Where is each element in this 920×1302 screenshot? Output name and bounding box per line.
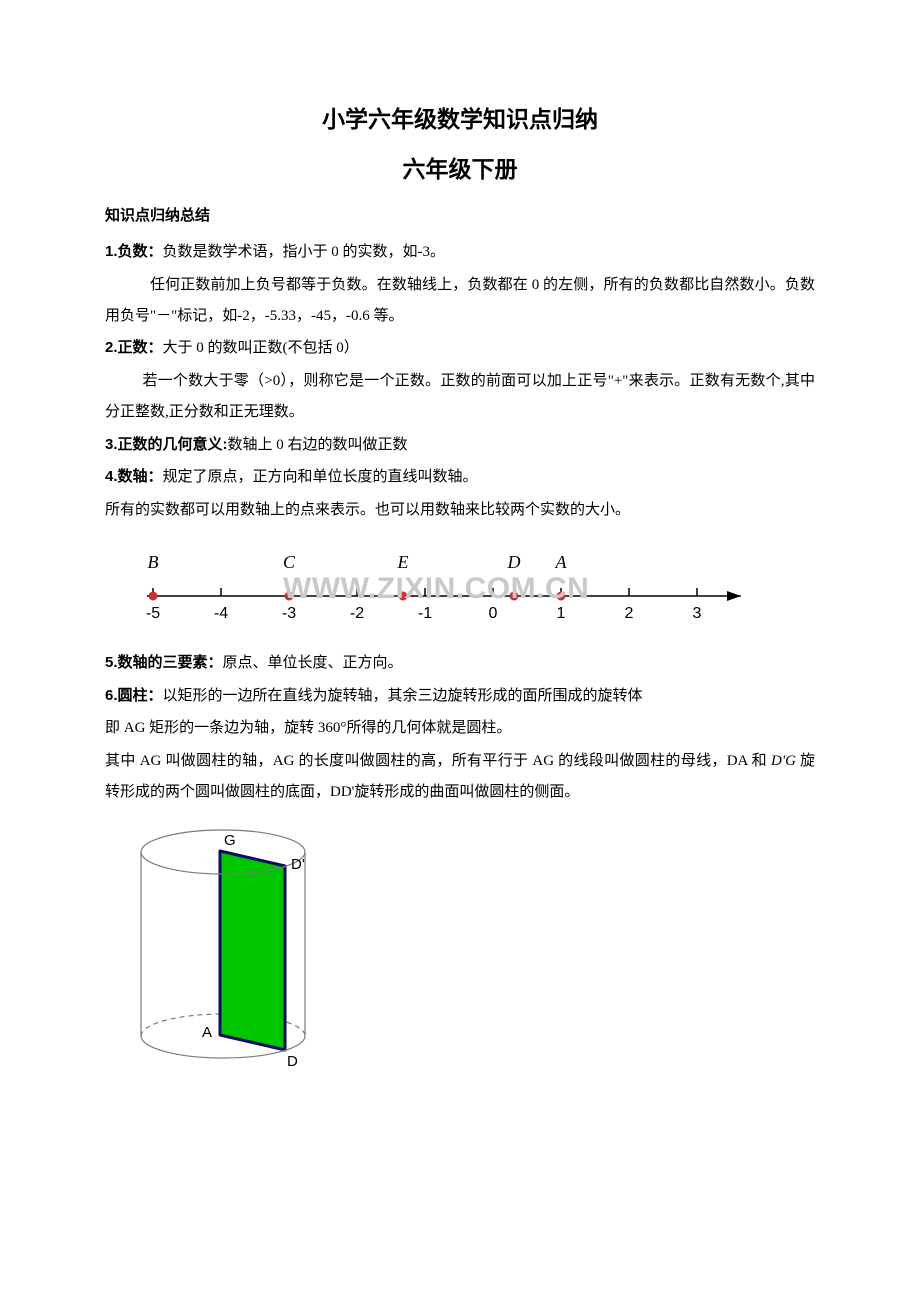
item-3-body: 数轴上 0 右边的数叫做正数: [228, 437, 408, 453]
svg-text:A: A: [555, 552, 568, 572]
numberline-svg: -5 -4 -3 -2 -1 0 1 2 3 B C E D A: [123, 540, 763, 630]
item-2-line2: 若一个数大于零（>0），则称它是一个正数。正数的前面可以加上正号"+"来表示。正…: [105, 366, 815, 428]
item-6-line2: 即 AG 矩形的一条边为轴，旋转 360°所得的几何体就是圆柱。: [105, 713, 815, 744]
item-2-line1: 2.正数：大于 0 的数叫正数(不包括 0）: [105, 333, 815, 364]
item-5-lead: 5.数轴的三要素：: [105, 654, 223, 671]
svg-text:1: 1: [557, 605, 566, 622]
svg-text:-1: -1: [418, 605, 432, 622]
numberline-figure: -5-4-3-2-10123BCEDA WWW.ZIXIN.COM.CN: [123, 540, 815, 630]
title-main: 小学六年级数学知识点归纳: [105, 100, 815, 134]
item-6-line3a: 其中 AG 叫做圆柱的轴，AG 的长度叫做圆柱的高，所有平行于 AG 的线段叫做…: [105, 753, 771, 769]
cylinder-svg: G D' A D: [123, 818, 333, 1078]
svg-text:0: 0: [489, 605, 498, 622]
item-4-body: 规定了原点，正方向和单位长度的直线叫数轴。: [163, 469, 478, 485]
item-1-line2: 任何正数前加上负号都等于负数。在数轴线上，负数都在 0 的左侧，所有的负数都比自…: [105, 270, 815, 332]
svg-text:2: 2: [625, 605, 634, 622]
svg-text:-3: -3: [282, 605, 296, 622]
item-2-lead: 2.正数：: [105, 339, 163, 356]
svg-text:-2: -2: [350, 605, 364, 622]
svg-text:3: 3: [693, 605, 702, 622]
item-6-line1: 6.圆柱：以矩形的一边所在直线为旋转轴，其余三边旋转形成的面所围成的旋转体: [105, 681, 815, 712]
item-6-line3: 其中 AG 叫做圆柱的轴，AG 的长度叫做圆柱的高，所有平行于 AG 的线段叫做…: [105, 746, 815, 808]
item-6-line3-italic: D'G: [771, 753, 800, 769]
svg-text:G: G: [224, 832, 236, 849]
item-4-line2: 所有的实数都可以用数轴上的点来表示。也可以用数轴来比较两个实数的大小。: [105, 495, 815, 526]
svg-text:B: B: [148, 552, 159, 572]
item-1-line1: 1.负数：负数是数学术语，指小于 0 的实数，如-3。: [105, 237, 815, 268]
svg-text:C: C: [283, 552, 296, 572]
svg-text:E: E: [397, 552, 409, 572]
item-4-lead: 4.数轴：: [105, 468, 163, 485]
svg-text:-4: -4: [214, 605, 228, 622]
svg-text:D': D': [291, 856, 305, 873]
item-2-body: 大于 0 的数叫正数(不包括 0）: [163, 340, 359, 356]
item-5: 5.数轴的三要素：原点、单位长度、正方向。: [105, 648, 815, 679]
item-6-body: 以矩形的一边所在直线为旋转轴，其余三边旋转形成的面所围成的旋转体: [163, 688, 643, 704]
cylinder-figure: G D' A D: [123, 818, 815, 1083]
item-3-lead: 3.正数的几何意义:: [105, 436, 228, 453]
svg-text:D: D: [507, 552, 521, 572]
item-1-body: 负数是数学术语，指小于 0 的实数，如-3。: [163, 244, 446, 260]
item-3: 3.正数的几何意义:数轴上 0 右边的数叫做正数: [105, 430, 815, 461]
page-root: 小学六年级数学知识点归纳 六年级下册 知识点归纳总结 1.负数：负数是数学术语，…: [0, 0, 920, 1143]
item-6-lead: 6.圆柱：: [105, 687, 163, 704]
svg-text:D: D: [287, 1053, 298, 1070]
item-4-line1: 4.数轴：规定了原点，正方向和单位长度的直线叫数轴。: [105, 462, 815, 493]
item-1-lead: 1.负数：: [105, 243, 163, 260]
title-sub: 六年级下册: [105, 150, 815, 184]
svg-text:-5: -5: [146, 605, 160, 622]
item-5-body: 原点、单位长度、正方向。: [223, 655, 403, 671]
section-header: 知识点归纳总结: [105, 204, 815, 225]
svg-text:A: A: [202, 1024, 212, 1041]
